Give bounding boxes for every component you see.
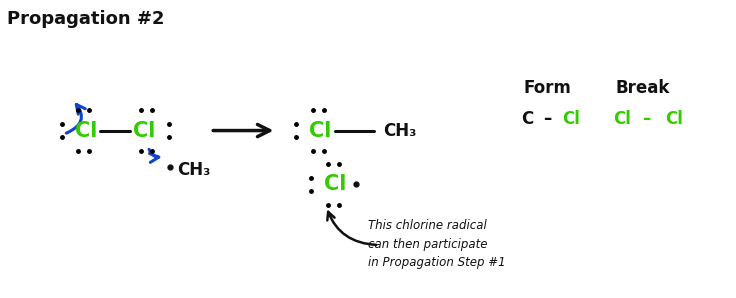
Text: Cl: Cl bbox=[324, 174, 346, 194]
Text: Cl: Cl bbox=[74, 121, 97, 141]
Text: C: C bbox=[521, 111, 534, 128]
Text: CH₃: CH₃ bbox=[177, 161, 210, 179]
Text: This chlorine radical
can then participate
in Propagation Step #1: This chlorine radical can then participa… bbox=[368, 219, 506, 269]
Text: Break: Break bbox=[616, 80, 670, 97]
Text: Cl: Cl bbox=[133, 121, 155, 141]
Text: CH₃: CH₃ bbox=[383, 122, 416, 139]
Text: Propagation #2: Propagation #2 bbox=[7, 10, 165, 28]
Text: Cl: Cl bbox=[665, 111, 683, 128]
Text: Form: Form bbox=[524, 80, 572, 97]
Text: Cl: Cl bbox=[614, 111, 631, 128]
Text: –: – bbox=[543, 111, 552, 128]
Text: –: – bbox=[643, 111, 651, 128]
Text: Cl: Cl bbox=[562, 111, 580, 128]
Text: Cl: Cl bbox=[309, 121, 331, 141]
